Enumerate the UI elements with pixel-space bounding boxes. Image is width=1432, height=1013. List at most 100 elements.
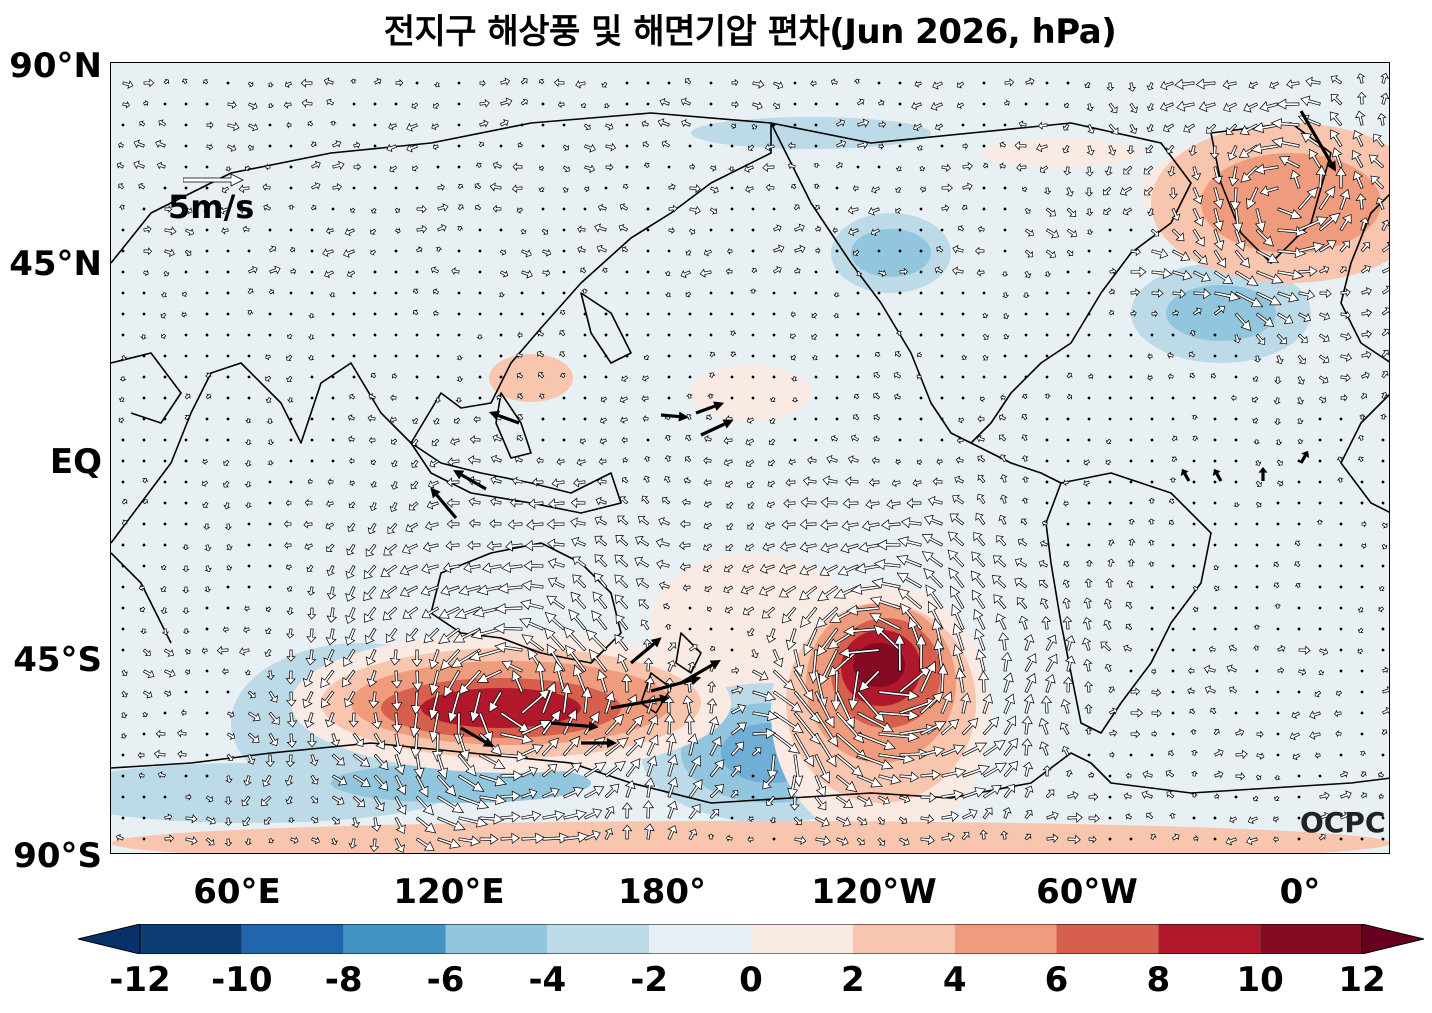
wind-vector-701	[751, 312, 755, 316]
wind-vector-283	[941, 163, 951, 172]
wind-vector-1464	[121, 585, 125, 589]
wind-vector-1958	[247, 754, 256, 765]
wind-vector-1553	[707, 606, 713, 613]
wind-vector-1335	[1255, 522, 1259, 526]
wind-vector-1279	[1360, 501, 1364, 505]
wind-vector-1873	[1023, 693, 1035, 714]
wind-vector-1581	[1297, 606, 1301, 610]
wind-vector-1328	[1108, 522, 1112, 526]
wind-vector-1912	[562, 708, 577, 735]
wind-vector-1527	[160, 607, 168, 614]
wind-vector-1662	[428, 649, 440, 670]
wind-vector-1166	[268, 480, 272, 484]
wind-vector-1308	[680, 519, 691, 529]
wind-vector-1329	[1128, 518, 1136, 525]
wind-vector-2237	[979, 829, 988, 840]
wind-vector-1344	[163, 543, 167, 547]
colorbar-tick-label: -8	[324, 960, 363, 1000]
wind-vector-1518	[1255, 585, 1259, 589]
wind-vector-1541	[438, 606, 460, 619]
wind-vector-1459	[1294, 561, 1301, 568]
wind-vector-2157	[584, 808, 603, 820]
wind-vector-1549	[614, 594, 629, 610]
wind-vector-970	[1273, 397, 1281, 405]
wind-vector-1693	[1081, 637, 1092, 651]
wind-vector-958	[1021, 394, 1028, 400]
wind-vector-1300	[507, 519, 523, 530]
wind-vector-1576	[1192, 606, 1199, 613]
wind-vector-2091	[479, 794, 507, 806]
antarctica-coast	[111, 742, 1389, 804]
wind-vector-1992	[961, 742, 988, 757]
wind-vector-1810	[977, 670, 990, 693]
wind-vector-1547	[570, 591, 587, 610]
wind-vector-1757	[1151, 668, 1157, 675]
wind-vector-1296	[424, 520, 439, 531]
wind-vector-1012	[873, 414, 881, 421]
wind-vector-149	[681, 119, 691, 128]
wind-vector-812	[516, 351, 523, 359]
wind-vector-81	[541, 102, 545, 106]
wind-vector-1889	[1360, 711, 1364, 715]
wind-vector-360	[1259, 185, 1279, 197]
wind-vector-1525	[121, 606, 125, 610]
wind-vector-136	[406, 122, 418, 132]
wind-vector-2070	[1318, 774, 1322, 778]
wind-vector-2231	[856, 837, 865, 846]
wind-vector-754	[583, 333, 587, 337]
wind-vector-1057	[541, 438, 545, 442]
wind-vector-672	[142, 312, 146, 316]
wind-vector-1071	[830, 435, 839, 442]
wind-vector-1818	[1151, 688, 1162, 697]
wind-vector-391	[646, 207, 650, 211]
significant-wind-vector-2	[488, 410, 520, 425]
wind-vector-1608	[568, 608, 587, 631]
wind-vector-1330	[1147, 518, 1156, 525]
wind-vector-996	[541, 417, 545, 421]
wind-vector-1564	[925, 584, 944, 610]
wind-vector-612	[160, 292, 168, 298]
wind-vector-620	[328, 292, 336, 298]
wind-vector-746	[415, 333, 419, 337]
wind-vector-13	[395, 78, 404, 87]
wind-vector-660	[1172, 288, 1187, 299]
wind-vector-856	[163, 375, 167, 379]
wind-vector-727	[1297, 312, 1312, 323]
wind-vector-1744	[858, 669, 881, 692]
wind-vector-668	[1340, 288, 1351, 297]
wind-vector-400	[835, 207, 839, 211]
wind-vector-1647	[121, 648, 125, 652]
wind-vector-2002	[1168, 750, 1175, 757]
wind-vector-2033	[541, 763, 558, 778]
wind-vector-1197	[912, 478, 922, 488]
wind-vector-296	[1211, 166, 1223, 185]
wind-vector-989	[389, 416, 397, 424]
wind-vector-1227	[268, 501, 272, 505]
wind-vector-1669	[563, 626, 587, 652]
wind-vector-328	[604, 186, 608, 190]
arabia-coast	[111, 352, 182, 424]
wind-vector-87	[659, 97, 670, 107]
wind-vector-835	[1003, 354, 1007, 358]
wind-vector-967	[1213, 396, 1217, 400]
wind-vector-2005	[1235, 749, 1248, 760]
wind-vector-410	[1045, 207, 1056, 217]
wind-vector-1260	[952, 494, 965, 505]
wind-vector-171	[1146, 123, 1154, 133]
wind-vector-1098	[121, 459, 125, 463]
wind-vector-1966	[413, 754, 425, 779]
wind-vector-2206	[331, 838, 338, 845]
wind-vector-931	[455, 397, 463, 403]
wind-vector-1673	[667, 642, 677, 652]
wind-vector-1947	[1289, 732, 1300, 741]
wind-vector-222	[940, 144, 944, 148]
wind-vector-1241	[548, 498, 565, 510]
wind-vector-1195	[868, 477, 880, 487]
wind-vector-1881	[1189, 708, 1196, 715]
wind-vector-1892	[142, 732, 146, 736]
wind-vector-1222	[163, 501, 167, 505]
wind-vector-2039	[667, 753, 679, 777]
wind-vector-1441	[896, 555, 922, 568]
wind-vector-1671	[614, 634, 629, 652]
wind-vector-1430	[679, 562, 691, 572]
